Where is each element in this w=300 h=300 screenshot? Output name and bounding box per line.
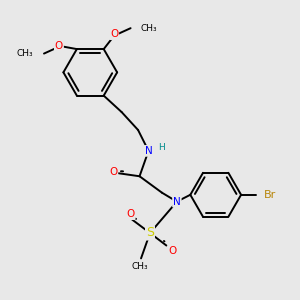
Text: H: H [159,143,165,152]
Text: O: O [110,29,118,39]
Text: N: N [173,196,181,207]
Text: CH₃: CH₃ [17,49,34,58]
Text: O: O [55,41,63,51]
Text: N: N [145,146,152,156]
Text: O: O [127,209,135,219]
Text: O: O [109,167,117,177]
Text: CH₃: CH₃ [131,262,148,271]
Text: CH₃: CH₃ [140,24,157,33]
Text: O: O [168,246,176,256]
Text: S: S [146,226,154,239]
Text: Br: Br [264,190,277,200]
